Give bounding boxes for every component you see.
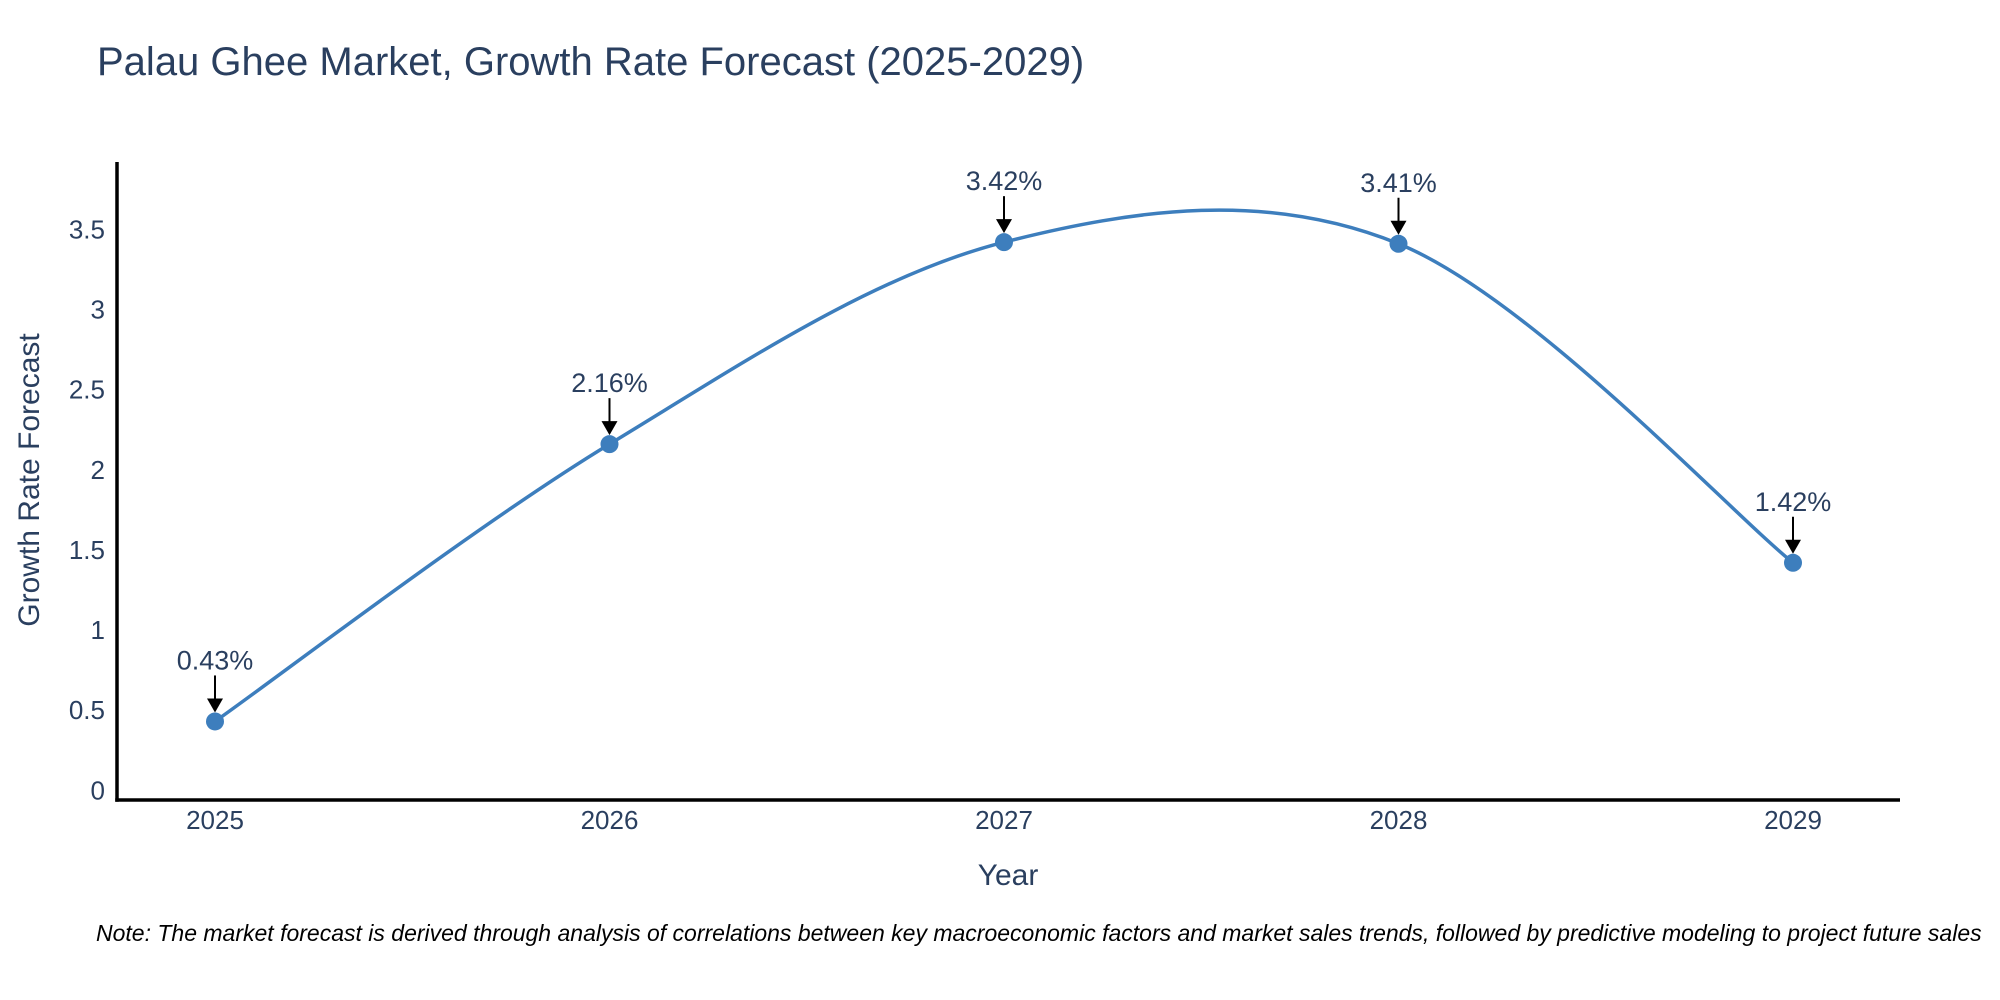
- y-tick-label: 3: [91, 294, 105, 324]
- data-point-marker[interactable]: [1784, 553, 1802, 572]
- chart-title: Palau Ghee Market, Growth Rate Forecast …: [97, 40, 1085, 84]
- y-tick-label: 0.5: [69, 695, 105, 725]
- data-point-marker[interactable]: [1389, 234, 1408, 253]
- x-tick-label: 2025: [186, 805, 244, 835]
- x-axis-title: Year: [977, 859, 1039, 892]
- annotation-arrowhead-icon: [601, 421, 618, 436]
- x-tick-label: 2026: [581, 805, 639, 835]
- x-tick-label: 2028: [1370, 805, 1428, 835]
- annotation-arrowhead-icon: [996, 219, 1012, 234]
- annotation-arrowhead-icon: [1785, 539, 1801, 554]
- y-tick-label: 0: [91, 775, 105, 805]
- x-tick-label: 2027: [975, 805, 1033, 835]
- footnote: Note: The market forecast is derived thr…: [96, 920, 1982, 946]
- forecast-line: [213, 208, 1795, 723]
- y-tick-label: 3.5: [69, 214, 105, 244]
- annotation-label: 1.42%: [1755, 487, 1832, 517]
- annotation-label: 3.42%: [966, 166, 1043, 196]
- x-tick-label: 2029: [1764, 805, 1822, 835]
- data-point-marker[interactable]: [995, 233, 1013, 252]
- annotation-arrowhead-icon: [207, 698, 223, 713]
- y-tick-label: 2.5: [69, 375, 105, 405]
- annotation-label: 3.41%: [1360, 168, 1437, 198]
- y-tick-label: 2: [91, 455, 105, 485]
- y-axis-title: Growth Rate Forecast: [13, 333, 46, 627]
- data-point-marker[interactable]: [206, 712, 224, 731]
- y-tick-label: 1: [91, 615, 105, 645]
- y-tick-label: 1.5: [69, 535, 105, 565]
- data-point-marker[interactable]: [600, 435, 619, 454]
- annotation-label: 2.16%: [571, 368, 648, 398]
- annotation-arrowhead-icon: [1390, 220, 1407, 235]
- annotation-label: 0.43%: [177, 645, 254, 675]
